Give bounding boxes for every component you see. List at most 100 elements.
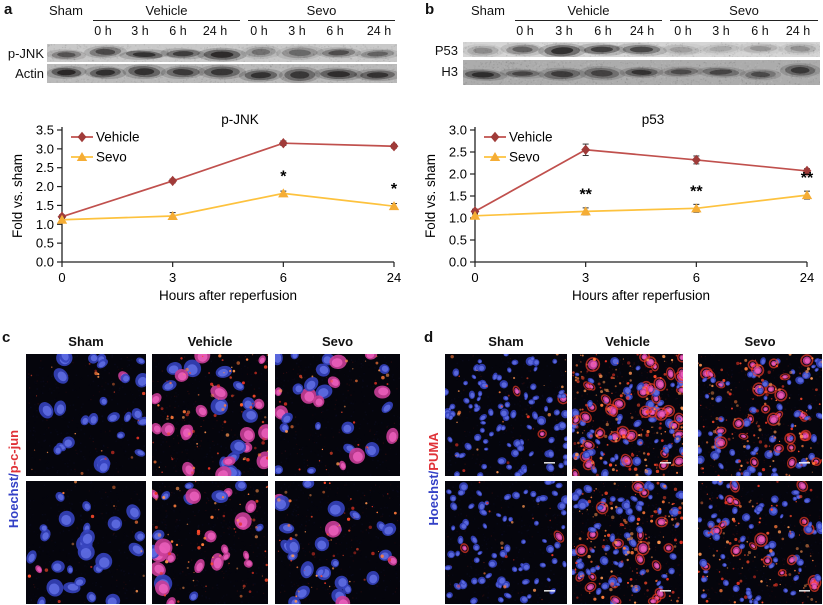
svg-text:Fold vs. sham: Fold vs. sham bbox=[10, 154, 25, 238]
blot-a-time-sevo-6h: 6 h bbox=[326, 24, 344, 38]
blot-a-time-sevo-24h: 24 h bbox=[366, 24, 392, 38]
micro-image-c-vehicle-row1 bbox=[152, 354, 268, 476]
svg-text:6: 6 bbox=[280, 270, 287, 285]
micro-image-c-sham-row2 bbox=[26, 481, 146, 604]
svg-text:0.0: 0.0 bbox=[36, 255, 54, 270]
svg-text:3.0: 3.0 bbox=[36, 141, 54, 156]
western-blot-h3 bbox=[463, 60, 820, 85]
panel-c-header-sham: Sham bbox=[68, 334, 104, 349]
panel-c-side-label-sep: / bbox=[6, 473, 21, 477]
blot-b-time-vehicle-24h: 24 h bbox=[629, 24, 655, 38]
svg-text:1.0: 1.0 bbox=[449, 211, 467, 226]
blot-a-time-vehicle-3h: 3 h bbox=[131, 24, 149, 38]
panel-b-letter: b bbox=[425, 1, 435, 18]
svg-text:0: 0 bbox=[58, 270, 65, 285]
blot-b-time-vehicle-6h: 6 h bbox=[594, 24, 612, 38]
blot-b-group-sevo: Sevo bbox=[670, 3, 818, 21]
micro-image-d-sham-row1 bbox=[445, 354, 567, 476]
svg-text:p53: p53 bbox=[642, 112, 665, 127]
svg-text:*: * bbox=[280, 168, 287, 185]
svg-text:Fold vs. sham: Fold vs. sham bbox=[423, 154, 438, 238]
blot-b-time-sevo-0h: 0 h bbox=[674, 24, 692, 38]
svg-text:Hours after reperfusion: Hours after reperfusion bbox=[572, 288, 710, 303]
svg-text:**: ** bbox=[801, 170, 814, 187]
svg-text:3.0: 3.0 bbox=[449, 123, 467, 138]
micro-image-d-sevo-row1 bbox=[698, 354, 822, 476]
panel-c-header-vehicle: Vehicle bbox=[187, 334, 233, 349]
svg-text:p-JNK: p-JNK bbox=[221, 112, 259, 127]
micro-image-c-sevo-row2 bbox=[275, 481, 400, 604]
blot-b-time-vehicle-3h: 3 h bbox=[555, 24, 573, 38]
blot-a-time-vehicle-0h: 0 h bbox=[94, 24, 112, 38]
blot-b-group-sham: Sham bbox=[471, 3, 505, 18]
svg-text:24: 24 bbox=[800, 270, 814, 285]
panel-d-side-label: Hoechst/PUMA bbox=[426, 405, 442, 553]
svg-text:2.5: 2.5 bbox=[36, 160, 54, 175]
panel-c-side-label-hoechst: Hoechst bbox=[6, 476, 21, 529]
blot-b-time-sevo-3h: 3 h bbox=[712, 24, 730, 38]
panel-d-side-label-stain: PUMA bbox=[426, 432, 441, 471]
blot-a-time-sevo-3h: 3 h bbox=[288, 24, 306, 38]
svg-text:Sevo: Sevo bbox=[509, 150, 540, 165]
panel-d-side-label-hoechst: Hoechst bbox=[426, 474, 441, 526]
svg-text:1.5: 1.5 bbox=[449, 189, 467, 204]
svg-text:**: ** bbox=[579, 186, 592, 203]
svg-text:24: 24 bbox=[387, 270, 401, 285]
panel-c-letter: c bbox=[2, 329, 11, 346]
panel-d-header-vehicle: Vehicle bbox=[605, 334, 650, 349]
svg-text:Hours after reperfusion: Hours after reperfusion bbox=[159, 288, 297, 303]
micro-image-c-sevo-row1 bbox=[275, 354, 400, 476]
svg-text:0: 0 bbox=[471, 270, 478, 285]
chart-pjnk: 0.0 0.5 1.0 1.5 2.0 2.5 3.0 3.5 0 3 6 24 Hours after… bbox=[10, 112, 401, 303]
blot-a-row-label-pjnk: p-JNK bbox=[7, 46, 44, 61]
blot-a-time-sevo-0h: 0 h bbox=[250, 24, 268, 38]
blot-a-group-sevo: Sevo bbox=[248, 3, 395, 21]
chart-p53: 0.0 0.5 1.0 1.5 2.0 2.5 3.0 0 3 6 24 Hours after re… bbox=[423, 112, 814, 303]
svg-text:2.0: 2.0 bbox=[36, 179, 54, 194]
svg-text:6: 6 bbox=[693, 270, 700, 285]
svg-text:*: * bbox=[391, 181, 398, 198]
blot-a-time-vehicle-6h: 6 h bbox=[169, 24, 187, 38]
micro-image-c-vehicle-row2 bbox=[152, 481, 268, 604]
western-blot-actin bbox=[47, 64, 397, 83]
micro-image-d-sevo-row2 bbox=[698, 481, 822, 604]
micro-image-c-sham-row1 bbox=[26, 354, 146, 476]
panel-d-side-label-sep: / bbox=[426, 470, 441, 475]
blot-b-row-label-h3: H3 bbox=[441, 64, 458, 79]
panel-c-side-label-stain: p-c-jun bbox=[6, 429, 21, 474]
blot-b-time-sevo-24h: 24 h bbox=[785, 24, 811, 38]
svg-text:3: 3 bbox=[169, 270, 176, 285]
blot-b-group-vehicle: Vehicle bbox=[515, 3, 662, 21]
blot-b-time-vehicle-0h: 0 h bbox=[516, 24, 534, 38]
blot-a-row-label-actin: Actin bbox=[15, 66, 44, 81]
svg-text:2.0: 2.0 bbox=[449, 167, 467, 182]
western-blot-pjnk bbox=[47, 44, 397, 62]
svg-text:**: ** bbox=[690, 183, 703, 200]
svg-text:Vehicle: Vehicle bbox=[509, 130, 553, 145]
micro-image-d-vehicle-row2 bbox=[572, 481, 683, 604]
micro-image-d-sham-row2 bbox=[445, 481, 567, 604]
panel-c-side-label: Hoechst/p-c-jun bbox=[6, 405, 22, 553]
panel-c-header-sevo: Sevo bbox=[321, 334, 354, 349]
svg-text:1.0: 1.0 bbox=[36, 217, 54, 232]
svg-text:2.5: 2.5 bbox=[449, 145, 467, 160]
svg-text:3: 3 bbox=[582, 270, 589, 285]
svg-text:1.5: 1.5 bbox=[36, 198, 54, 213]
svg-text:0.0: 0.0 bbox=[449, 255, 467, 270]
micro-image-d-vehicle-row1 bbox=[572, 354, 683, 476]
svg-text:0.5: 0.5 bbox=[449, 233, 467, 248]
blot-a-group-sham: Sham bbox=[49, 3, 83, 18]
panel-a-letter: a bbox=[4, 1, 13, 18]
blot-a-time-vehicle-24h: 24 h bbox=[202, 24, 228, 38]
svg-text:Sevo: Sevo bbox=[96, 150, 127, 165]
svg-text:Vehicle: Vehicle bbox=[96, 130, 140, 145]
svg-text:0.5: 0.5 bbox=[36, 236, 54, 251]
blot-a-group-vehicle: Vehicle bbox=[93, 3, 240, 21]
svg-text:3.5: 3.5 bbox=[36, 123, 54, 138]
blot-b-time-sevo-6h: 6 h bbox=[751, 24, 769, 38]
panel-d-letter: d bbox=[424, 329, 434, 346]
blot-b-row-label-p53: P53 bbox=[434, 43, 458, 58]
panel-d-header-sevo: Sevo bbox=[744, 334, 776, 349]
panel-d-header-sham: Sham bbox=[488, 334, 524, 349]
